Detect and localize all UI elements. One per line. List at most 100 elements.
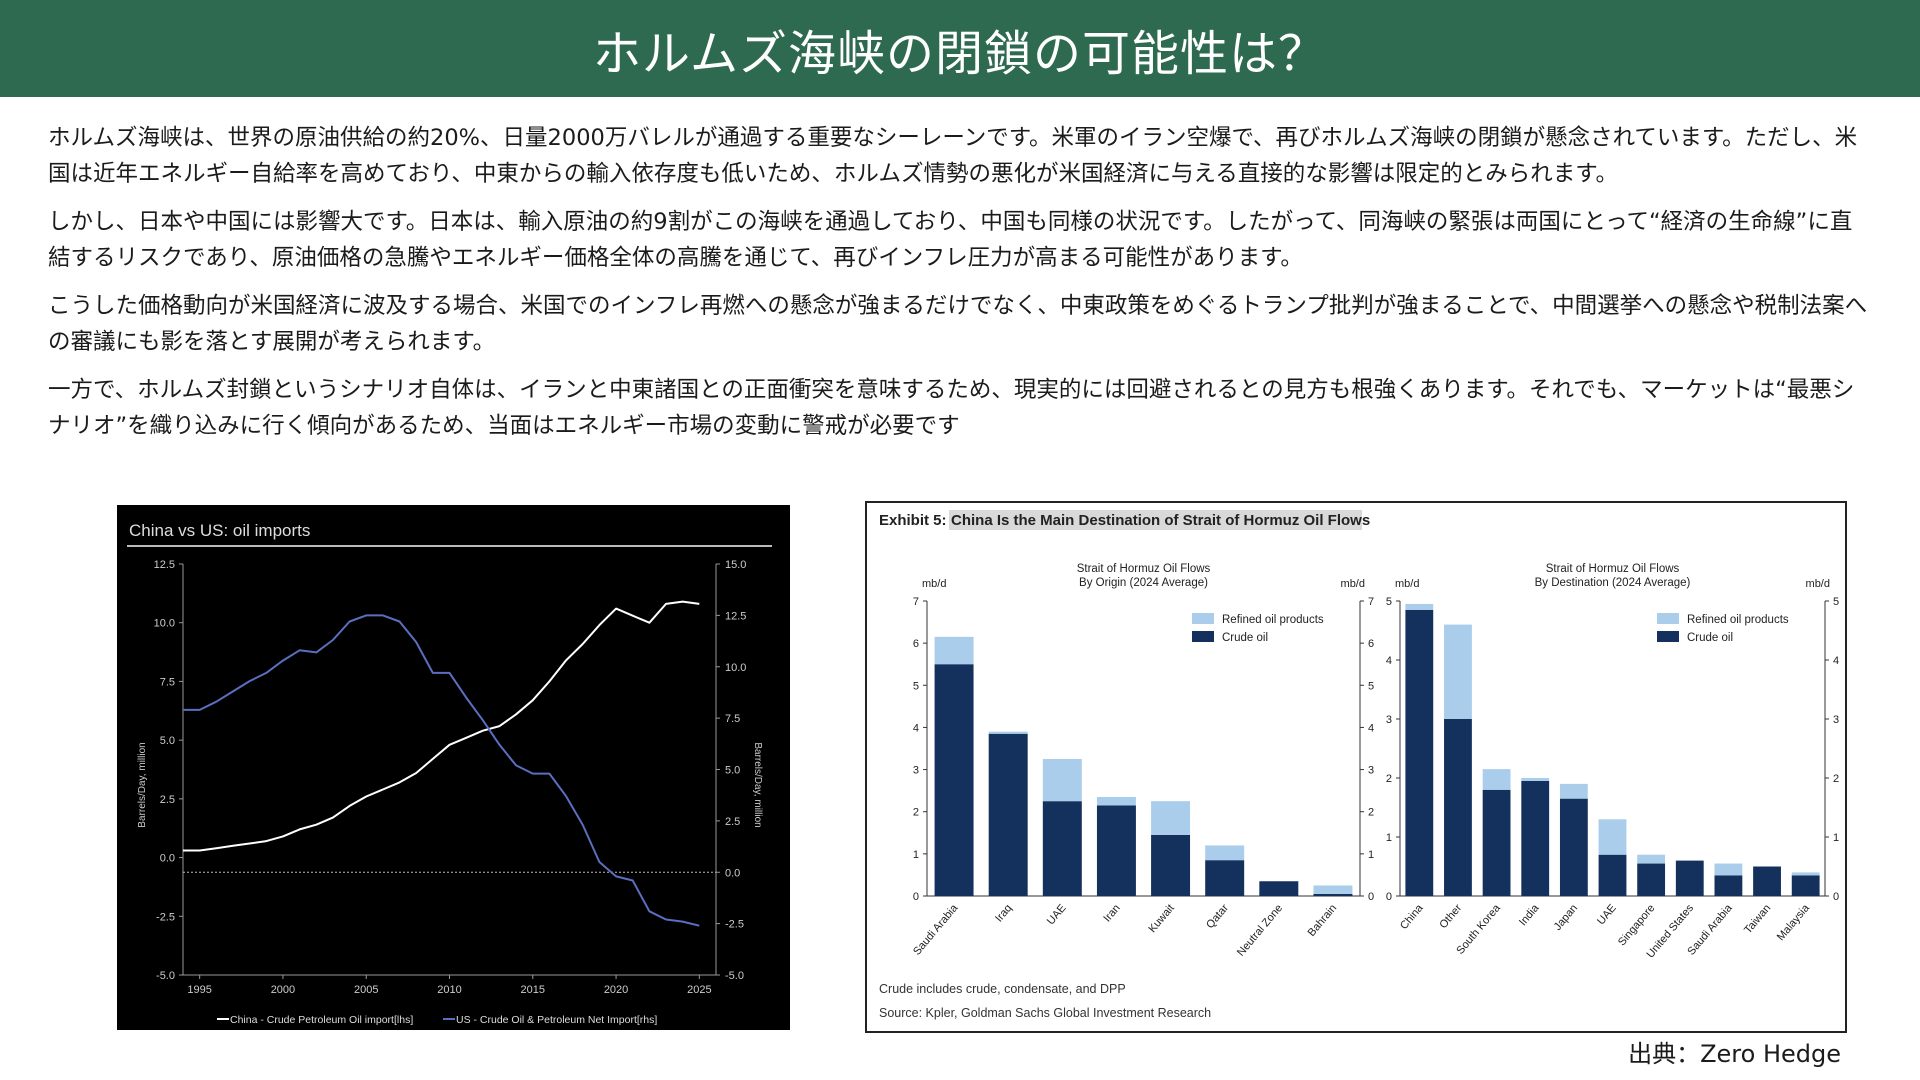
hormuz-oil-flows-svg: Exhibit 5: China Is the Main Destination… — [879, 510, 1839, 1020]
panel-left-tick-label: 5 — [913, 680, 919, 692]
bar-crude — [1791, 875, 1820, 896]
legend-crude-swatch — [1657, 631, 1679, 642]
bar-crude — [1521, 780, 1550, 896]
chart1-title: China vs US: oil imports — [129, 521, 310, 540]
chart1-left-tick-label: -2.5 — [156, 911, 175, 923]
body-text: ホルムズ海峡は、世界の原油供給の約20%、日量2000万バレルが通過する重要なシ… — [48, 120, 1874, 456]
category-label: India — [1517, 902, 1542, 929]
legend-us-label: US - Crude Oil & Petroleum Net Import[rh… — [456, 1014, 657, 1026]
category-label: Iraq — [993, 902, 1014, 924]
panel-left-tick-label: 4 — [1386, 655, 1392, 667]
chart1-left-tick-label: 2.5 — [160, 794, 175, 806]
legend-china-label: China - Crude Petroleum Oil import[lhs] — [230, 1014, 413, 1026]
category-label: China — [1398, 902, 1426, 932]
legend-refined-swatch — [1657, 613, 1679, 624]
page-title: ホルムズ海峡の閉鎖の可能性は？ — [592, 25, 1328, 82]
legend-crude-swatch — [1192, 631, 1214, 642]
bar-crude — [1313, 893, 1353, 896]
bar-refined — [988, 731, 1028, 734]
chart1-left-tick-label: 0.0 — [160, 853, 175, 865]
panel-right-tick-label: 7 — [1368, 596, 1374, 608]
china-import-line — [183, 600, 700, 852]
panel-title-line1: Strait of Hormuz Oil Flows — [1077, 563, 1211, 575]
bar-crude — [1598, 854, 1627, 896]
legend-refined-swatch — [1192, 613, 1214, 624]
panel-unit-right: mb/d — [1341, 578, 1365, 590]
chart1-left-tick-label: 7.5 — [160, 676, 175, 688]
legend-refined-label: Refined oil products — [1687, 614, 1789, 626]
chart1-axes: 12.5 10.0 7.5 5.0 2.5 0.0 -2.5 -5.0 15.0 12.5 10.0… — [154, 559, 747, 996]
panel-left-tick-label: 7 — [913, 596, 919, 608]
legend-crude-label: Crude oil — [1687, 632, 1733, 644]
panel-left-tick-label: 2 — [913, 807, 919, 819]
chart1-left-tick-label: 5.0 — [160, 735, 175, 747]
chart1-right-tick-label: 12.5 — [725, 610, 746, 622]
chart1-x-tick-label: 2005 — [354, 984, 378, 996]
panel-left-tick-label: 5 — [1386, 596, 1392, 608]
exhibit-title-highlight — [949, 510, 1362, 530]
chart1-x-tick-label: 2025 — [687, 984, 711, 996]
category-label: Kuwait — [1146, 902, 1176, 935]
chart1-x-tick-label: 2015 — [521, 984, 545, 996]
panel-right-tick-label: 3 — [1368, 765, 1374, 777]
bar-refined — [1598, 819, 1627, 855]
bar-crude — [1753, 866, 1781, 896]
chart1-left-tick-label: -5.0 — [156, 970, 175, 982]
bar-crude — [934, 664, 974, 896]
bar-refined — [1482, 769, 1511, 790]
panel-unit-left: mb/d — [922, 578, 946, 590]
bar-refined — [1714, 863, 1743, 876]
bar-refined — [1444, 624, 1472, 719]
paragraph-1: ホルムズ海峡は、世界の原油供給の約20%、日量2000万バレルが通過する重要なシ… — [48, 125, 1858, 187]
panel-left-tick-label: 2 — [1386, 773, 1392, 785]
chart1-right-tick-label: 15.0 — [725, 559, 746, 571]
chart1-right-tick-label: 0.0 — [725, 867, 740, 879]
exhibit-panel-1: Strait of Hormuz Oil Flows By Origin (202… — [911, 563, 1374, 959]
panel-right-tick-label: 4 — [1368, 722, 1374, 734]
panel-right-tick-label: 2 — [1368, 807, 1374, 819]
category-label: Taiwan — [1742, 902, 1773, 936]
chart1-right-tick-label: -2.5 — [725, 919, 744, 931]
bar-refined — [1637, 854, 1666, 864]
bar-crude — [1714, 875, 1743, 896]
bar-crude — [1637, 863, 1666, 896]
panel-title-line2: By Origin (2024 Average) — [1079, 577, 1208, 589]
chart1-x-tick-label: 2020 — [604, 984, 628, 996]
bar-crude — [1205, 860, 1245, 896]
panel-right-tick-label: 6 — [1368, 638, 1374, 650]
panel-right-tick-label: 0 — [1833, 891, 1839, 903]
panel-title-line1: Strait of Hormuz Oil Flows — [1546, 563, 1680, 575]
bar-refined — [1313, 885, 1353, 894]
exhibit-panel-2: Strait of Hormuz Oil Flows By Destination… — [1386, 563, 1839, 961]
panel-left-tick-label: 3 — [913, 765, 919, 777]
panel-right-tick-label: 1 — [1368, 849, 1374, 861]
category-label: Iran — [1101, 902, 1122, 924]
bar-crude — [1042, 801, 1082, 896]
panel-right-tick-label: 5 — [1368, 680, 1374, 692]
chart1-right-tick-label: 10.0 — [725, 662, 746, 674]
category-label: Singapore — [1616, 902, 1657, 948]
chart1-ylabel-left: Barrels/Day, million — [137, 742, 148, 827]
panel-left-tick-label: 6 — [913, 638, 919, 650]
page-header: ホルムズ海峡の閉鎖の可能性は？ — [0, 0, 1920, 97]
category-label: Qatar — [1204, 902, 1231, 931]
exhibit-panels: Strait of Hormuz Oil Flows By Origin (202… — [911, 563, 1839, 961]
bar-refined — [1791, 872, 1820, 876]
panel-left-tick-label: 1 — [913, 849, 919, 861]
category-label: Saudi Arabia — [911, 902, 961, 958]
paragraph-3: こうした価格動向が米国経済に波及する場合、米国でのインフレ再燃への懸念が強まるだ… — [48, 293, 1868, 355]
panel-left-tick-label: 1 — [1386, 832, 1392, 844]
bar-crude — [988, 733, 1028, 896]
chart1-ylabel-right: Barrels/Day, million — [752, 742, 763, 827]
chart1-x-tick-label: 2010 — [437, 984, 461, 996]
bar-crude — [1559, 798, 1588, 896]
chart1-legend: China - Crude Petroleum Oil import[lhs] … — [217, 1014, 657, 1026]
panel-unit-left: mb/d — [1395, 578, 1419, 590]
bar-refined — [934, 636, 974, 665]
chart1-right-tick-label: 7.5 — [725, 713, 740, 725]
bar-refined — [1559, 783, 1588, 799]
bar-crude — [1405, 609, 1434, 896]
panel-left-tick-label: 0 — [1386, 891, 1392, 903]
legend-crude-label: Crude oil — [1222, 632, 1268, 644]
bar-crude — [1482, 789, 1511, 896]
